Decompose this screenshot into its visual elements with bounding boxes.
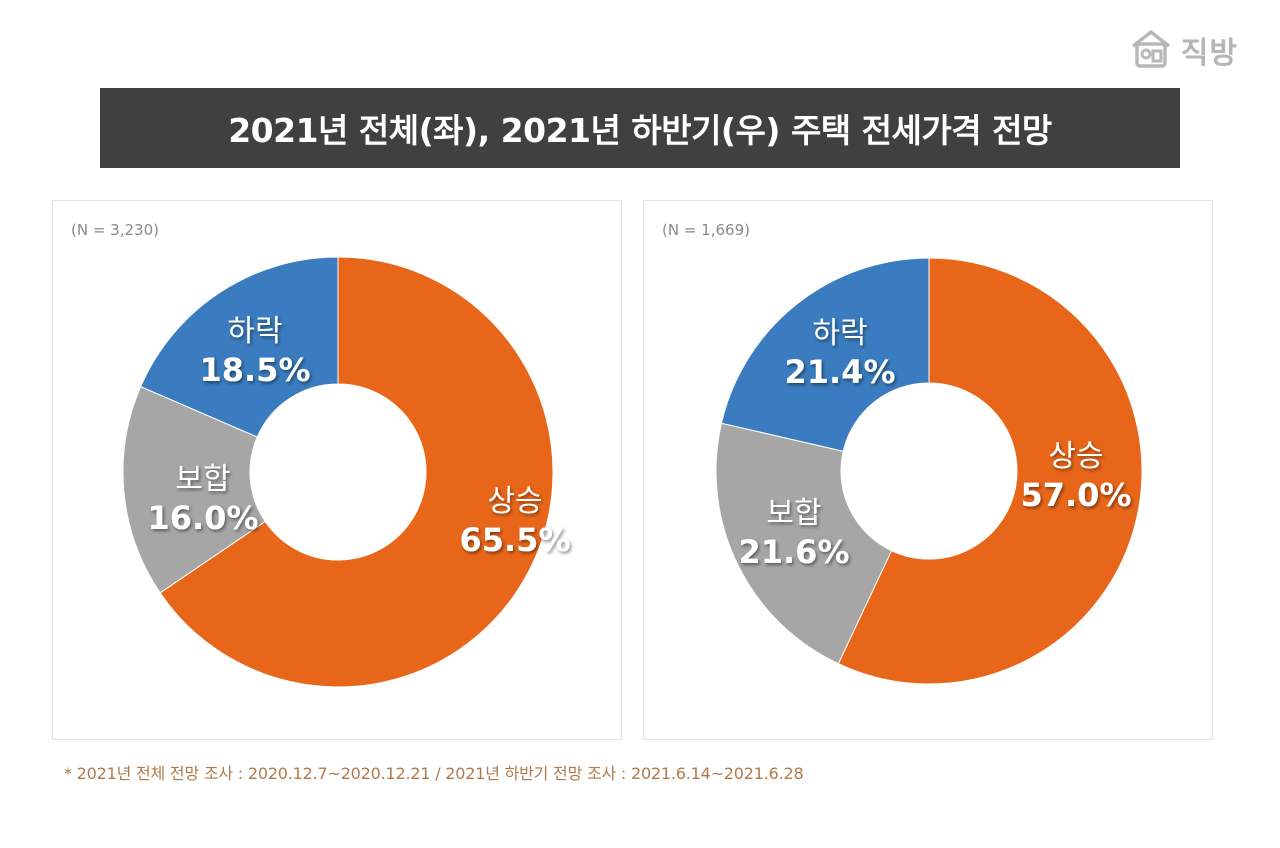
title-bar: 2021년 전체(좌), 2021년 하반기(우) 주택 전세가격 전망 [100, 88, 1180, 168]
slice-value-label: 16.0% [147, 499, 258, 537]
house-icon [1129, 26, 1173, 74]
brand-logo: 직방 [1129, 26, 1238, 74]
slice-value-label: 65.5% [459, 521, 570, 559]
donut-slice [122, 385, 266, 594]
logo-text: 직방 [1180, 36, 1238, 71]
chart-panel-second-half: (N = 1,669) 상승 57.0% 보합 21.6% 하락 21.4% [643, 200, 1213, 740]
slice-value-label: 57.0% [1020, 476, 1131, 514]
donut-slice [837, 257, 1143, 685]
slice-category-label: 상승 [1048, 439, 1103, 474]
slice-category-label: 상승 [487, 484, 542, 519]
slice-category-label: 보합 [175, 462, 230, 497]
slice-category-label: 하락 [812, 316, 867, 351]
donut-slice [720, 257, 930, 452]
slice-category-label: 하락 [227, 314, 282, 349]
donut-slice [715, 422, 893, 665]
footnote: * 2021년 전체 전망 조사 : 2020.12.7~2020.12.21 … [64, 764, 804, 783]
slice-value-label: 21.6% [738, 533, 849, 571]
sample-size-label: (N = 1,669) [662, 221, 750, 239]
sample-size-label: (N = 3,230) [71, 221, 159, 239]
chart-panel-overall: (N = 3,230) 상승 65.5% 보합 16.0% 하락 18.5% [52, 200, 622, 740]
slice-category-label: 보합 [766, 496, 821, 531]
donut-slice [140, 256, 339, 438]
chart-title: 2021년 전체(좌), 2021년 하반기(우) 주택 전세가격 전망 [228, 111, 1052, 150]
slice-value-label: 21.4% [784, 353, 895, 391]
donut-slice [159, 256, 554, 688]
slice-value-label: 18.5% [199, 351, 310, 389]
